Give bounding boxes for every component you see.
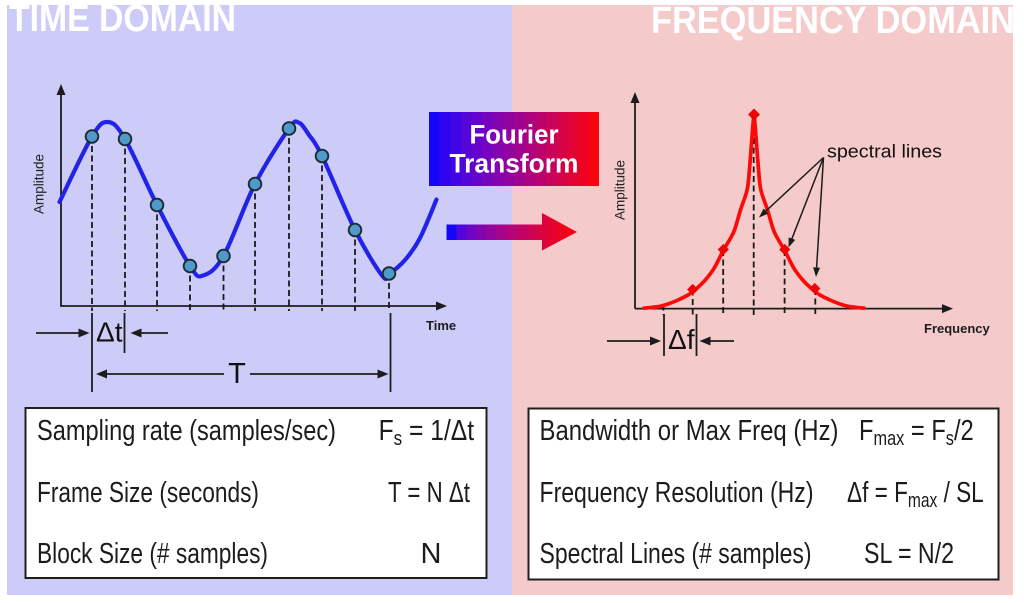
svg-text:T: T xyxy=(228,358,246,390)
svg-text:Amplitude: Amplitude xyxy=(613,160,628,220)
svg-text:Δf: Δf xyxy=(668,324,695,355)
svg-text:Fourier: Fourier xyxy=(470,120,559,150)
svg-text:Bandwidth or Max Freq (Hz): Bandwidth or Max Freq (Hz) xyxy=(540,415,839,447)
svg-text:Sampling rate (samples/sec): Sampling rate (samples/sec) xyxy=(37,415,336,447)
svg-text:SL = N/2: SL = N/2 xyxy=(864,538,954,570)
svg-text:Frame Size (seconds): Frame Size (seconds) xyxy=(37,477,259,509)
svg-text:T = N Δt: T = N Δt xyxy=(388,477,470,509)
svg-text:Transform: Transform xyxy=(450,149,579,179)
svg-text:N: N xyxy=(421,538,442,570)
svg-text:Fs = 1/Δt: Fs = 1/Δt xyxy=(379,414,475,449)
svg-text:FREQUENCY DOMAIN: FREQUENCY DOMAIN xyxy=(651,0,1015,42)
svg-text:Frequency: Frequency xyxy=(924,321,991,336)
svg-text:Time: Time xyxy=(426,318,456,333)
svg-text:TIME DOMAIN: TIME DOMAIN xyxy=(9,0,236,40)
svg-text:spectral lines: spectral lines xyxy=(827,142,942,162)
svg-text:Frequency Resolution (Hz): Frequency Resolution (Hz) xyxy=(540,477,814,509)
svg-text:Spectral Lines (# samples): Spectral Lines (# samples) xyxy=(540,538,812,570)
svg-text:Block Size (# samples): Block Size (# samples) xyxy=(37,538,268,570)
svg-text:Δt: Δt xyxy=(96,317,123,348)
svg-text:Amplitude: Amplitude xyxy=(32,154,47,214)
